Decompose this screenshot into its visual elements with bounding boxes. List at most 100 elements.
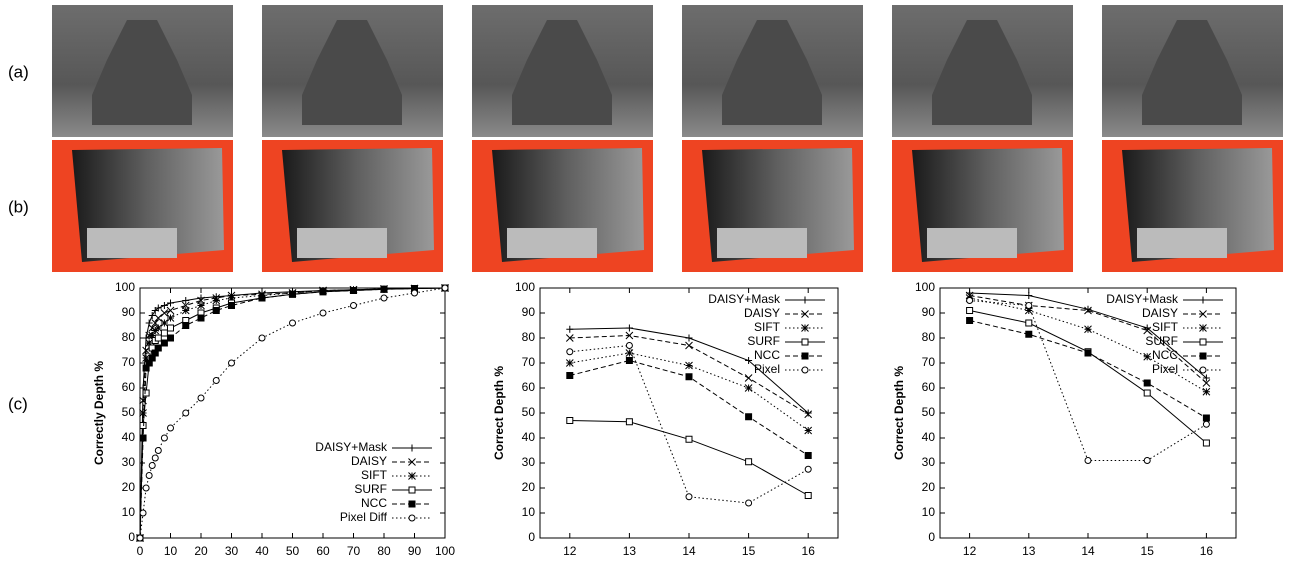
marker [1203,440,1209,446]
marker [213,378,219,384]
marker [155,345,161,351]
marker [1085,350,1091,356]
x-tick-label: 14 [1081,544,1095,558]
marker [161,435,167,441]
legend-marker [1200,367,1206,373]
marker [140,410,147,417]
x-tick-label: 0 [137,544,144,558]
legend-marker [1200,353,1206,359]
marker [1026,303,1032,309]
x-tick-label: 90 [408,544,422,558]
y-axis-label: Correct Depth % [892,366,906,460]
legend-marker [409,473,416,480]
marker [155,335,161,341]
y-tick-label: 80 [122,330,136,344]
legend-label: NCC [361,496,387,510]
y-tick-label: 30 [522,455,536,469]
depth-base [927,228,1017,258]
y-tick-label: 40 [122,430,136,444]
marker [746,414,752,420]
y-tick-label: 20 [122,480,136,494]
marker [805,466,811,472]
y-tick-label: 50 [122,405,136,419]
marker [198,395,204,401]
figure: (a) (b) (c) 0102030405060708090100010203… [0,0,1293,561]
y-tick-label: 100 [515,280,535,294]
y-tick-label: 0 [128,530,135,544]
marker [183,323,189,329]
marker [167,307,174,314]
y-tick-label: 90 [922,305,936,319]
legend-label: SURF [354,482,387,496]
y-tick-label: 60 [122,380,136,394]
marker [805,493,811,499]
x-tick-label: 15 [1141,544,1155,558]
marker [161,310,168,317]
marker [320,289,326,295]
marker [686,494,692,500]
marker [1026,320,1032,326]
y-tick-label: 70 [922,355,936,369]
marker [566,360,573,367]
legend-label: SURF [747,334,780,348]
x-tick-label: 100 [435,544,455,558]
marker [143,390,149,396]
marker [149,463,155,469]
x-tick-label: 70 [347,544,361,558]
marker [746,459,752,465]
marker [746,500,752,506]
y-tick-label: 10 [122,505,136,519]
marker [161,330,167,336]
marker [745,385,752,392]
y-axis-label: Correct Depth % [492,366,506,460]
marker [143,485,149,491]
row-label: (c) [8,394,28,413]
depth-base [87,228,177,258]
photo-grid [52,5,1283,272]
row-label: (a) [8,62,29,81]
marker [320,310,326,316]
marker [1203,421,1209,427]
plot-frame [540,288,838,538]
marker [686,335,693,342]
legend-marker [409,487,415,493]
x-tick-label: 13 [1022,544,1036,558]
depth-base [717,228,807,258]
y-tick-label: 70 [522,355,536,369]
marker [183,410,189,416]
marker [146,473,152,479]
x-tick-label: 13 [623,544,637,558]
marker [967,298,973,304]
legend-marker [409,445,416,452]
marker [567,349,573,355]
series-line [570,421,808,496]
marker [686,436,692,442]
marker [168,325,174,331]
legend-marker [1200,325,1207,332]
y-tick-label: 50 [522,405,536,419]
x-tick-label: 10 [164,544,178,558]
y-tick-label: 90 [522,305,536,319]
y-tick-label: 100 [115,280,135,294]
marker [566,326,573,333]
depth-base [507,228,597,258]
y-tick-label: 0 [528,530,535,544]
marker [182,307,189,314]
marker [1144,390,1150,396]
marker [442,285,448,291]
marker [1085,326,1092,333]
marker [290,291,296,297]
marker [805,453,811,459]
y-tick-label: 70 [122,355,136,369]
x-tick-label: 16 [1200,544,1214,558]
legend-marker [1200,297,1207,304]
marker [290,320,296,326]
marker [351,303,357,309]
legend-marker [409,515,415,521]
legend-label: DAISY+Mask [1106,292,1179,306]
marker [567,418,573,424]
marker [167,300,174,307]
legend-label: Pixel [754,362,780,376]
legend-marker [802,297,809,304]
y-tick-label: 20 [522,480,536,494]
